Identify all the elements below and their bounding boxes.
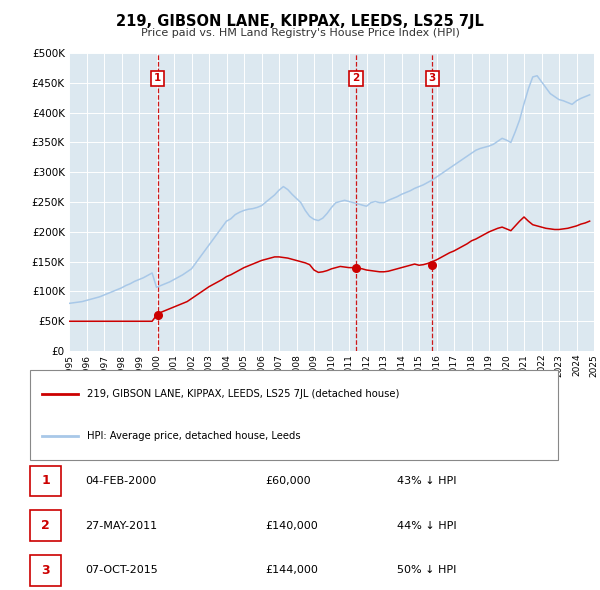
Text: 27-MAY-2011: 27-MAY-2011 [85, 520, 157, 530]
Text: 2: 2 [41, 519, 50, 532]
Text: 43% ↓ HPI: 43% ↓ HPI [397, 476, 457, 486]
Bar [30, 466, 61, 496]
Text: 44% ↓ HPI: 44% ↓ HPI [397, 520, 457, 530]
Text: 219, GIBSON LANE, KIPPAX, LEEDS, LS25 7JL (detached house): 219, GIBSON LANE, KIPPAX, LEEDS, LS25 7J… [87, 389, 400, 399]
Text: Price paid vs. HM Land Registry's House Price Index (HPI): Price paid vs. HM Land Registry's House … [140, 28, 460, 38]
Text: 1: 1 [41, 474, 50, 487]
Text: £140,000: £140,000 [265, 520, 318, 530]
Text: 07-OCT-2015: 07-OCT-2015 [85, 565, 158, 575]
Text: 3: 3 [428, 73, 436, 83]
Text: 219, GIBSON LANE, KIPPAX, LEEDS, LS25 7JL: 219, GIBSON LANE, KIPPAX, LEEDS, LS25 7J… [116, 14, 484, 29]
Text: HPI: Average price, detached house, Leeds: HPI: Average price, detached house, Leed… [87, 431, 301, 441]
Text: 04-FEB-2000: 04-FEB-2000 [85, 476, 157, 486]
Bar [30, 371, 558, 460]
Bar [30, 510, 61, 540]
Text: 2: 2 [352, 73, 359, 83]
Text: £60,000: £60,000 [265, 476, 311, 486]
Bar [30, 555, 61, 585]
Text: 50% ↓ HPI: 50% ↓ HPI [397, 565, 457, 575]
Text: 3: 3 [41, 564, 50, 577]
Text: 1: 1 [154, 73, 161, 83]
Text: £144,000: £144,000 [265, 565, 318, 575]
